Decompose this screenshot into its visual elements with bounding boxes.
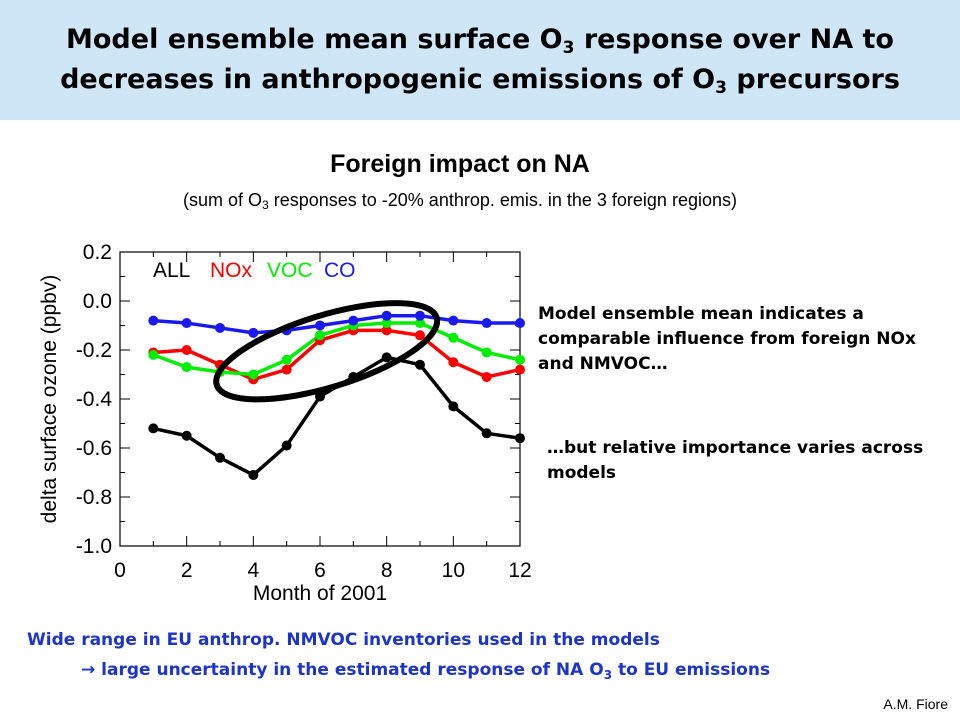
data-point-voc [315,330,325,341]
chart-subtitle: (sum of O3 responses to -20% anthrop. em… [183,190,737,212]
data-point-voc [181,362,192,373]
slide-title-line-1: Model ensemble mean surface O3 response … [66,24,894,58]
data-point-voc [148,349,159,360]
author-credit: A.M. Fiore [883,696,948,712]
y-tick-label: 0.0 [83,290,112,313]
data-point-voc [415,318,425,329]
series-line-nox [153,328,521,382]
series-line-co [153,313,520,335]
x-tick-label: 10 [442,559,465,582]
data-point-all [281,440,292,451]
data-point-all [215,452,225,463]
y-tick-label: -0.8 [76,486,112,509]
data-point-all [515,433,525,444]
legend-entry-co: CO [324,259,356,282]
data-point-co [481,318,492,329]
note-comparable-influence: Model ensemble mean indicates a comparab… [538,304,916,374]
legend-entry-voc: VOC [267,259,313,282]
ozone-response-chart: 0 2 4 6 8 10 12 0.2 0.0 -0.2 -0.4 -0.6 -0.8 -1.0 Month… [38,241,532,605]
y-axis-label: delta surface ozone (ppbv) [38,275,61,524]
data-point-nox [481,371,492,382]
data-point-nox [448,357,459,368]
y-tick-label: -0.4 [76,388,113,411]
title-banner: Model ensemble mean surface O3 response … [0,0,960,120]
data-point-voc [381,318,392,329]
footer-line-1: Wide range in EU anthrop. NMVOC inventor… [27,630,660,650]
data-point-voc [248,369,259,380]
data-point-co [215,322,225,333]
data-point-all [448,401,459,412]
data-point-all [181,430,192,441]
data-point-nox [281,364,292,375]
data-point-voc [281,354,292,365]
data-point-all [415,359,425,370]
data-point-co [415,310,425,321]
y-tick-label: -0.2 [76,339,112,362]
data-point-nox [515,364,525,375]
data-point-voc [481,347,492,358]
data-point-co [315,320,325,331]
data-point-all [481,428,492,439]
footer-line-2: → large uncertainty in the estimated res… [81,660,771,682]
arrow-icon: → [81,660,96,680]
x-tick-label: 0 [114,559,126,582]
data-point-all [148,423,159,434]
x-tick-label: 6 [314,559,326,582]
data-point-voc [448,332,459,343]
x-tick-label: 2 [181,559,193,582]
data-point-co [515,318,525,329]
data-point-co [248,327,259,338]
data-point-co [181,318,192,329]
x-tick-label: 4 [247,559,259,582]
data-point-co [448,315,459,326]
data-point-nox [415,330,425,341]
y-tick-label: -0.6 [76,437,112,460]
chart-title: Foreign impact on NA [330,150,590,178]
series-line-all [152,355,521,477]
data-point-nox [181,345,192,355]
legend-entry-nox: NOx [210,259,253,282]
x-axis-label: Month of 2001 [253,582,387,605]
data-point-co [381,310,392,321]
y-tick-label: 0.2 [83,241,112,264]
note-relative-importance: …but relative importance varies across m… [547,438,924,483]
highlight-ellipse [213,300,441,403]
data-point-nox [381,325,392,336]
x-tick-label: 8 [381,559,393,582]
legend-entry-all: ALL [153,259,190,282]
series-line-voc [152,321,521,377]
data-point-co [348,315,359,326]
y-tick-label: -1.0 [76,535,112,558]
x-tick-label: 12 [508,559,531,582]
data-point-all [248,469,259,480]
data-point-all [381,352,392,363]
data-point-co [148,315,159,326]
data-point-voc [515,354,525,365]
slide-title-line-2: decreases in anthropogenic emissions of … [60,64,900,98]
